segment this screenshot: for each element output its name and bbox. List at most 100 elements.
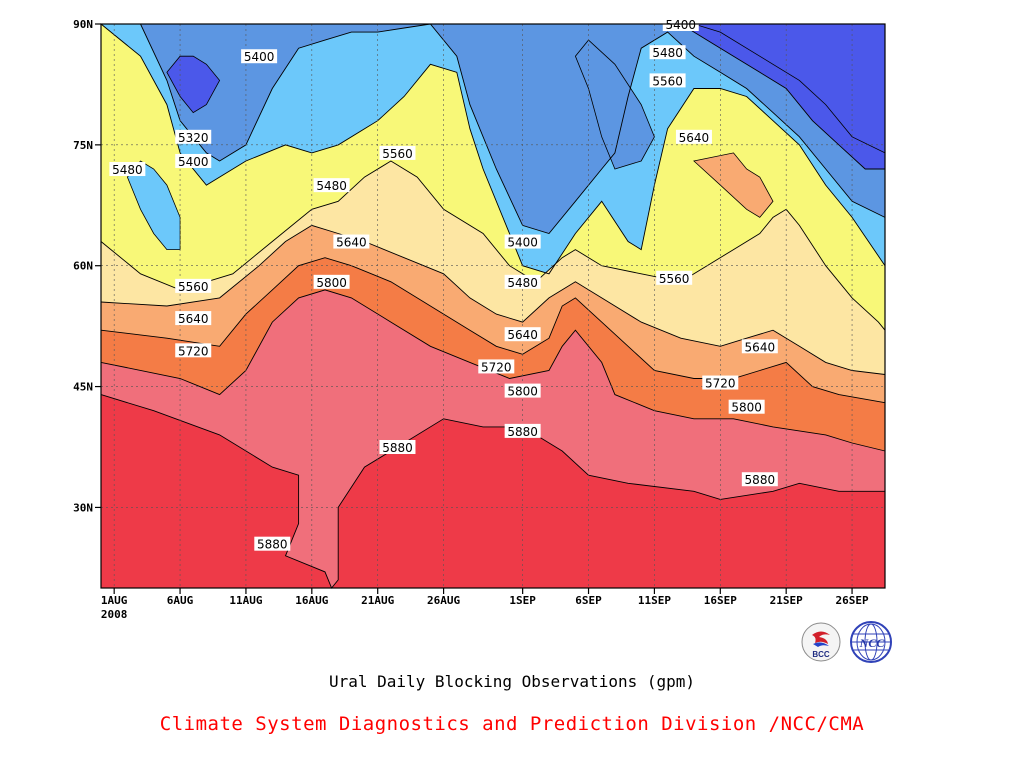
contour-label-box — [175, 278, 212, 293]
contour-5400 — [140, 23, 886, 235]
contour-label-box — [741, 339, 778, 354]
contour-5800 — [100, 289, 886, 452]
contour-5720 — [100, 257, 886, 404]
contour-label-box — [741, 472, 778, 487]
x-tick-label: 26SEP — [835, 594, 868, 607]
y-tick-label: 90N — [73, 18, 93, 31]
contour-label: 5800 — [731, 401, 762, 415]
contour-label: 5560 — [178, 280, 209, 294]
contour-label: 5640 — [178, 312, 209, 326]
contour-label-box — [109, 162, 146, 177]
contour-label-box — [313, 274, 350, 289]
y-tick-label: 30N — [73, 501, 93, 514]
contour-label-box — [241, 49, 278, 64]
contour-label: 5880 — [507, 425, 538, 439]
contour-label-box — [656, 270, 693, 285]
contour-label-box — [504, 423, 541, 438]
contour-label: 5400 — [244, 50, 275, 64]
contour-label-box — [313, 178, 350, 193]
contour-lines — [100, 23, 886, 589]
x-tick-sublabel: 2008 — [101, 608, 128, 621]
logos: BCC NCC — [801, 621, 892, 663]
contour-label-box — [175, 153, 212, 168]
band-5640 — [101, 225, 885, 403]
y-tick-label: 60N — [73, 260, 93, 273]
contour-label-box — [504, 327, 541, 342]
contour-label-box — [649, 73, 686, 88]
contour-label-box — [175, 129, 212, 144]
ncc-logo-text: NCC — [859, 636, 886, 650]
x-tick-label: 1SEP — [509, 594, 536, 607]
gt5640-islet — [693, 152, 774, 218]
x-tick-label: 26AUG — [427, 594, 460, 607]
x-tick-label: 6AUG — [167, 594, 194, 607]
contour-label: 5480 — [112, 163, 143, 177]
x-tick-label: 6SEP — [575, 594, 602, 607]
contour-5480 — [100, 23, 886, 275]
contour-label: 5560 — [652, 74, 683, 88]
band-5880 — [101, 394, 885, 588]
contour-label-box — [728, 399, 765, 414]
contour-label: 5400 — [507, 236, 538, 250]
contour-label: 5720 — [178, 344, 209, 358]
contour-5880 — [100, 394, 885, 589]
contour-label-box — [379, 440, 416, 454]
contour-label: 5480 — [652, 46, 683, 60]
contour-label: 5560 — [659, 272, 690, 286]
y-tick-label: 45N — [73, 381, 93, 394]
contour-label-box — [504, 274, 541, 289]
band-5560 — [101, 161, 885, 375]
band-below-5400 — [101, 24, 885, 234]
chart-subtitle: Ural Daily Blocking Observations (gpm) — [328, 672, 696, 691]
contour-label-box — [675, 129, 712, 144]
y-tick-label: 75N — [73, 139, 93, 152]
contour-label: 5800 — [507, 385, 538, 399]
contour-fills — [101, 23, 886, 588]
contour-label: 5640 — [745, 340, 776, 354]
x-tick-label: 11AUG — [229, 594, 262, 607]
contour-label-box — [254, 536, 291, 551]
contour-5640 — [100, 224, 886, 375]
contour-label: 5720 — [481, 360, 512, 374]
contour-label: 5720 — [705, 377, 736, 391]
lt5480-north — [574, 39, 655, 170]
lt5560-islet — [126, 160, 181, 251]
contour-label: 5880 — [257, 538, 288, 552]
x-tick-label: 11SEP — [638, 594, 671, 607]
band-5800 — [101, 289, 885, 588]
contour-label-box — [649, 45, 686, 60]
bcc-logo-text: BCC — [812, 650, 830, 659]
credit-line: Climate System Diagnostics and Predictio… — [159, 713, 865, 735]
x-tick-label: 16SEP — [704, 594, 737, 607]
contour-label-box — [478, 359, 515, 374]
contour-5320 — [680, 23, 885, 170]
x-tick-label: 21AUG — [361, 594, 394, 607]
contour-label: 5480 — [507, 276, 538, 290]
contour-label: 5800 — [316, 276, 347, 290]
contour-label: 5560 — [382, 147, 413, 161]
contour-label: 5640 — [336, 236, 367, 250]
contour-label: 5400 — [178, 155, 209, 169]
x-tick-label: 16AUG — [295, 594, 328, 607]
contour-labels: 5400 5320 5400 5480 5480 5560 5640 5560 5800 5640… — [109, 17, 778, 552]
contour-label: 5480 — [316, 179, 347, 193]
contour-label: 5880 — [382, 441, 413, 455]
band-5480 — [101, 24, 885, 331]
contour-label-box — [175, 311, 212, 326]
contour-label: 5640 — [507, 328, 538, 342]
contour-5560 — [100, 160, 886, 331]
band-5720 — [101, 257, 885, 451]
contour-label-box — [175, 343, 212, 358]
contour-label: 5880 — [745, 473, 776, 487]
contour-label-box — [504, 383, 541, 398]
contour-label: 5320 — [178, 131, 209, 145]
x-tick-label: 1AUG — [101, 594, 128, 607]
contour-label-box — [333, 234, 370, 249]
contour-label-box — [504, 234, 541, 249]
plot-frame — [100, 23, 886, 589]
bcc-logo: BCC — [801, 622, 841, 662]
contour-label-box — [702, 375, 739, 390]
contour-label: 5640 — [679, 131, 710, 145]
